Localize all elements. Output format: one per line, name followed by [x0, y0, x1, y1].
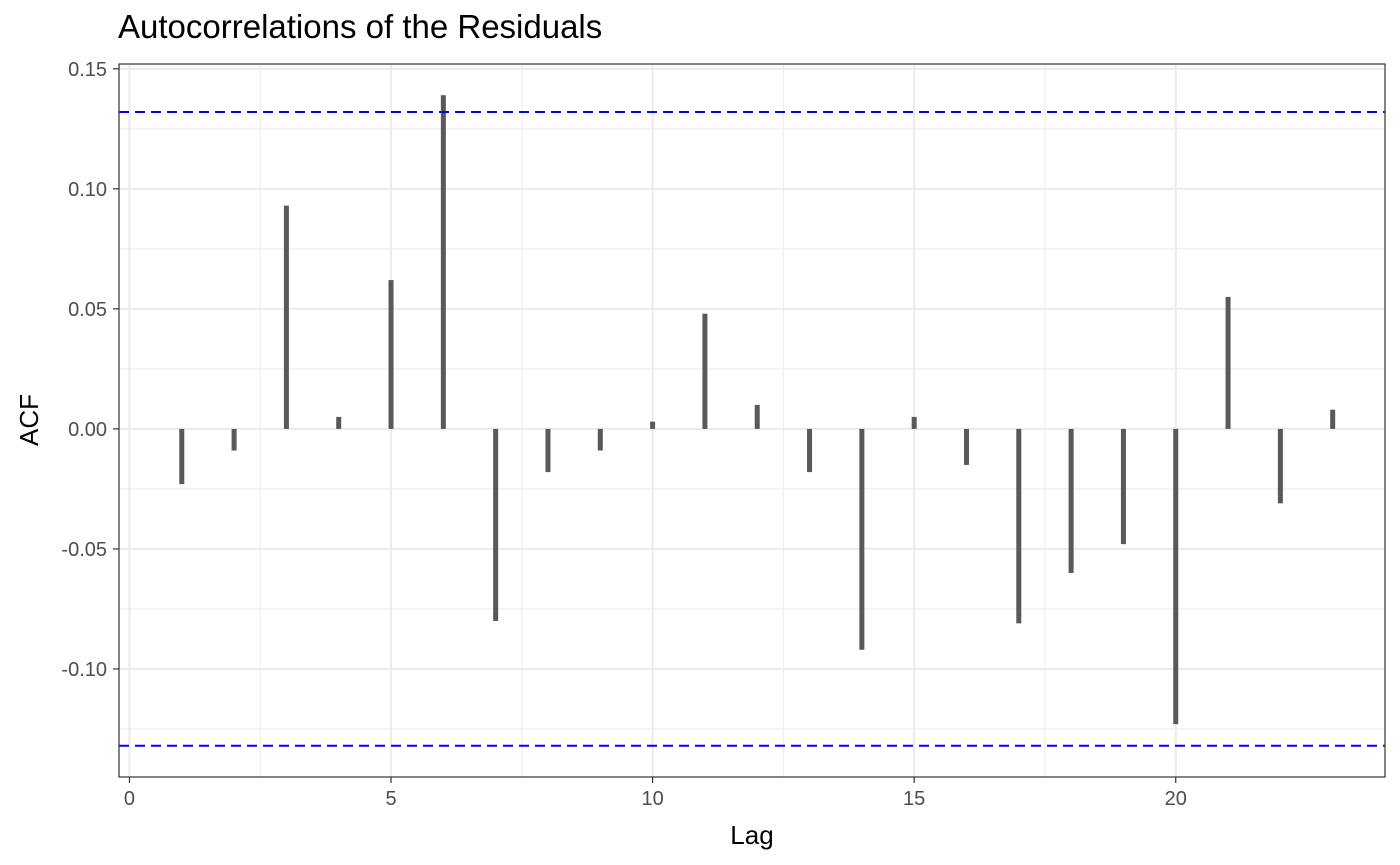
x-tick-label: 20 [1165, 788, 1187, 810]
acf-bar-lag-11 [702, 313, 708, 429]
acf-bar-lag-22 [1277, 428, 1283, 504]
acf-bar-lag-10 [650, 421, 656, 429]
grid-lines [119, 64, 1385, 777]
plot-frame [118, 63, 1386, 778]
acf-bar-lag-9 [597, 428, 603, 451]
x-axis-title: Lag [730, 820, 773, 850]
x-tick-label: 15 [903, 788, 925, 810]
y-axis-title: ACF [14, 394, 44, 446]
plot-panel [119, 64, 1385, 777]
acf-bar-lag-6 [440, 95, 446, 429]
acf-bar-lag-17 [1016, 428, 1022, 624]
acf-bar-lag-20 [1173, 428, 1179, 725]
x-tick-label: 5 [385, 788, 396, 810]
x-tick-label: 0 [124, 788, 135, 810]
chart-title: Autocorrelations of the Residuals [118, 8, 603, 45]
acf-bar-lag-2 [231, 428, 237, 451]
y-tick-label: -0.05 [61, 539, 107, 561]
acf-bar-lag-15 [911, 416, 917, 429]
acf-bar-lag-5 [388, 280, 394, 429]
x-tick-label: 10 [641, 788, 663, 810]
acf-bar-lag-13 [807, 428, 813, 473]
y-tick-label: 0.15 [68, 59, 107, 81]
y-tick-label: -0.10 [61, 659, 107, 681]
acf-bar-lag-1 [179, 428, 185, 485]
acf-bar-lag-18 [1068, 428, 1074, 573]
acf-bars [179, 95, 1336, 725]
confidence-bounds [119, 111, 1385, 747]
acf-bar-lag-3 [283, 205, 289, 429]
acf-bar-lag-8 [545, 428, 551, 473]
acf-bar-lag-19 [1120, 428, 1126, 545]
y-tick-label: 0.00 [68, 419, 107, 441]
acf-bar-lag-7 [493, 428, 499, 621]
acf-bar-lag-21 [1225, 296, 1231, 429]
acf-bar-lag-16 [963, 428, 969, 465]
y-tick-label: 0.05 [68, 299, 107, 321]
y-tick-label: 0.10 [68, 179, 107, 201]
axes: 0 5 10 15 20 -0.10 -0.05 0.00 0.05 0.10 0.15 [61, 59, 1186, 810]
acf-bar-lag-4 [336, 416, 342, 429]
acf-bar-lag-12 [754, 404, 760, 429]
acf-bar-lag-23 [1330, 409, 1336, 429]
acf-bar-lag-14 [859, 428, 865, 650]
